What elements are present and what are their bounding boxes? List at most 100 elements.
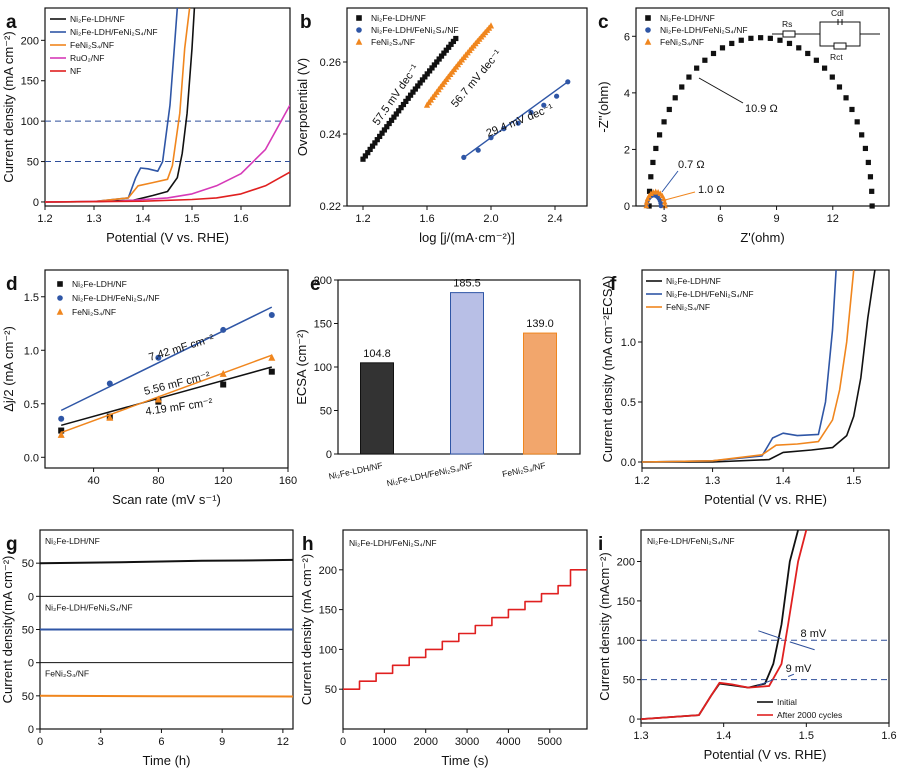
y-tick-label: 0.0 <box>621 457 636 469</box>
panel-label: h <box>302 534 314 555</box>
y-axis-label: Current density (mAcm⁻²) <box>597 552 612 700</box>
data-point <box>154 395 162 403</box>
y-tick-label: 0.24 <box>320 129 341 141</box>
x-tick-label: 0 <box>37 736 43 748</box>
legend-marker <box>645 15 651 21</box>
series-line <box>45 8 196 203</box>
x-axis-label: Time (h) <box>143 753 191 768</box>
y-tick-label: 200 <box>314 275 332 287</box>
y-tick-label: 50 <box>22 558 34 570</box>
resistance-annotation: 0.7 Ω <box>678 159 705 171</box>
x-tick-label: 9 <box>219 736 225 748</box>
y-tick-label: 150 <box>21 76 39 88</box>
y-axis-label: Current density(mA cm⁻²) <box>0 556 15 704</box>
x-tick-label: 2000 <box>413 736 437 748</box>
legend-label: After 2000 cycles <box>777 710 842 720</box>
data-point <box>405 95 411 101</box>
resistance-annotation: 10.9 Ω <box>745 103 778 115</box>
data-point <box>748 35 754 41</box>
y-axis-label: -Z''(ohm) <box>596 81 611 132</box>
x-tick-label: 1.3 <box>633 730 648 742</box>
data-point <box>554 93 560 99</box>
data-point <box>821 65 828 71</box>
data-point <box>849 106 855 113</box>
plot-frame <box>346 7 588 207</box>
legend-label: Ni₂Fe-LDH/NF <box>70 14 125 24</box>
data-point <box>865 159 871 166</box>
y-tick-label: 100 <box>21 116 39 128</box>
panel-title: Ni₂Fe-LDH/FeNi₂S₄/NF <box>349 538 437 548</box>
data-point <box>369 143 376 149</box>
x-tick-label: 1.2 <box>37 213 52 225</box>
data-point <box>528 109 534 115</box>
legend-marker <box>356 27 362 33</box>
data-point <box>391 114 397 120</box>
data-point <box>672 95 678 101</box>
data-point <box>268 353 276 361</box>
y-tick-label: 1.0 <box>621 337 636 349</box>
category-label: FeNi₂S₄/NF <box>501 460 546 479</box>
plot-frame <box>44 7 291 207</box>
data-point <box>398 105 404 111</box>
legend-marker <box>644 38 652 45</box>
bar <box>523 332 557 455</box>
panel-label: i <box>598 534 603 555</box>
legend-label: Ni₂Fe-LDH/NF <box>660 13 715 23</box>
data-point <box>58 427 65 434</box>
x-tick-label: 1.5 <box>799 730 814 742</box>
y-tick-label: 0.0 <box>24 452 39 464</box>
y-tick-label: 150 <box>617 596 635 608</box>
subplot-label: FeNi₂S₄/NF <box>45 669 89 679</box>
category-label: Ni₂Fe-LDH/NF <box>328 460 384 481</box>
panel-label: c <box>598 12 609 33</box>
y-tick-label: 100 <box>617 635 635 647</box>
annotation-arrow <box>787 673 795 677</box>
annotation-arrow <box>758 630 782 640</box>
data-point <box>541 102 547 108</box>
plot-frame <box>640 529 890 724</box>
legend-label: FeNi₂S₄/NF <box>660 37 704 47</box>
x-tick-label: 1.3 <box>705 475 720 487</box>
y-tick-label: 0.5 <box>24 399 39 411</box>
data-point <box>424 71 430 77</box>
fit-line <box>60 306 273 412</box>
data-point <box>362 153 368 159</box>
data-point <box>446 44 452 50</box>
x-tick-label: 1.4 <box>135 213 150 225</box>
circuit-resistor-rs <box>782 30 796 38</box>
series-line <box>641 530 799 720</box>
x-axis-label: Z'(ohm) <box>740 230 784 245</box>
x-tick-label: 5000 <box>538 736 562 748</box>
data-point <box>656 132 663 138</box>
y-tick-label: 0 <box>624 201 630 213</box>
panel-label: b <box>300 12 312 33</box>
data-point <box>867 174 874 180</box>
legend-marker <box>356 15 362 21</box>
series-line <box>39 694 294 698</box>
x-axis-label: Scan rate (mV s⁻¹) <box>112 492 221 507</box>
data-point <box>386 120 392 127</box>
data-point <box>450 38 457 45</box>
x-axis-label: Potential (V vs. RHE) <box>704 492 827 507</box>
data-point <box>436 56 442 62</box>
x-tick-label: 1000 <box>372 736 396 748</box>
y-tick-label: 150 <box>319 605 337 617</box>
y-tick-label: 0 <box>28 658 34 670</box>
data-point <box>155 354 162 361</box>
slope-annotation: 29.4 mV dec⁻¹ <box>485 102 556 140</box>
data-point <box>646 188 653 194</box>
data-point <box>106 380 113 387</box>
y-axis-label: Overpotential (V) <box>295 58 310 156</box>
slope-annotation: 56.7 mV dec⁻¹ <box>449 47 504 110</box>
legend-label: FeNi₂S₄/NF <box>70 40 114 50</box>
series-line <box>45 171 290 203</box>
data-point <box>854 119 860 125</box>
legend-marker <box>645 27 651 33</box>
y-tick-label: 150 <box>314 319 332 331</box>
legend-label: FeNi₂S₄/NF <box>72 307 116 317</box>
data-point <box>805 50 811 57</box>
x-tick-label: 1.6 <box>881 730 896 742</box>
x-tick-label: 0 <box>340 736 346 748</box>
legend-marker <box>57 295 63 301</box>
annotation-arrow <box>756 679 774 687</box>
